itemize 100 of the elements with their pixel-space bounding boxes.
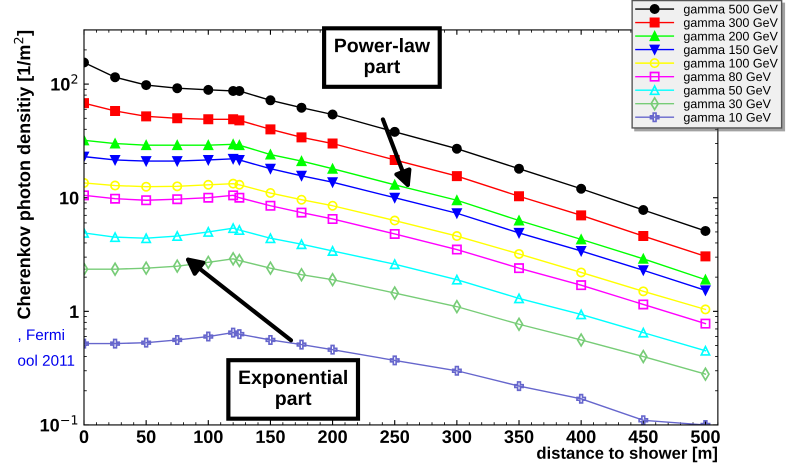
- point: [638, 328, 648, 338]
- point: [576, 210, 586, 220]
- annotation: Exponential part: [239, 370, 347, 409]
- point: [110, 72, 120, 82]
- point: [576, 234, 586, 244]
- point: [638, 204, 648, 215]
- point: [390, 192, 400, 203]
- legend-label: gamma 300 GeV: [684, 18, 778, 30]
- point: [141, 111, 152, 122]
- point: [390, 180, 400, 190]
- point: [265, 95, 276, 106]
- point: [328, 110, 338, 120]
- point: [452, 231, 462, 242]
- point: [141, 140, 152, 150]
- point: [265, 150, 276, 160]
- point: [203, 154, 214, 165]
- point: [576, 280, 586, 290]
- point: [172, 181, 182, 192]
- point: [110, 154, 120, 165]
- point: [452, 208, 462, 218]
- legend-label: gamma 150 GeV: [684, 45, 778, 57]
- point: [514, 381, 524, 392]
- point: [576, 394, 586, 404]
- point: [203, 84, 214, 95]
- point: [265, 334, 276, 345]
- point: [141, 182, 152, 192]
- point: [390, 355, 400, 366]
- point: [296, 239, 307, 250]
- point: [638, 286, 648, 296]
- point: [328, 214, 338, 224]
- point: [296, 340, 307, 350]
- point: [203, 192, 214, 203]
- point: [141, 338, 152, 348]
- point: [296, 102, 307, 113]
- x-tick-label: 200: [318, 430, 347, 444]
- point: [203, 140, 214, 150]
- point: [700, 318, 710, 329]
- legend-label: gamma 80 GeV: [684, 72, 771, 84]
- point: [110, 138, 120, 149]
- point: [700, 274, 710, 285]
- point: [172, 334, 182, 345]
- point: [514, 293, 524, 304]
- point: [452, 274, 462, 285]
- y-tick-label: 10: [60, 192, 78, 204]
- point: [514, 191, 524, 202]
- point: [110, 338, 120, 349]
- point: [172, 83, 182, 94]
- point: [203, 226, 214, 237]
- point: [141, 156, 152, 166]
- point: [328, 164, 338, 174]
- point: [110, 106, 120, 116]
- point: [228, 223, 238, 234]
- point: [141, 233, 152, 244]
- x-tick-label: 300: [442, 430, 472, 444]
- x-tick-label: 500: [690, 430, 720, 444]
- point: [328, 344, 338, 355]
- point: [452, 244, 462, 255]
- legend-label: gamma 10 GeV: [684, 112, 771, 124]
- x-tick-label: 150: [256, 430, 285, 444]
- y-axis-title: Cherenkov photon densitiy [1/m$^{2}$]: [14, 30, 34, 319]
- point: [576, 267, 586, 278]
- point: [203, 114, 214, 124]
- legend-label: gamma 200 GeV: [684, 32, 778, 44]
- point: [328, 200, 338, 211]
- point: [141, 80, 152, 90]
- point: [638, 265, 648, 276]
- legend-label: gamma 30 GeV: [684, 99, 771, 111]
- legend-label: gamma 50 GeV: [684, 86, 771, 98]
- point: [452, 195, 462, 206]
- x-axis-title: distance to shower [m]: [537, 446, 717, 462]
- x-tick-label: 450: [628, 430, 658, 444]
- legend-label: gamma 500 GeV: [684, 4, 778, 16]
- point: [234, 115, 244, 126]
- point: [700, 251, 710, 262]
- point: [296, 170, 307, 181]
- point: [234, 140, 244, 150]
- point: [172, 140, 182, 150]
- point: [265, 164, 276, 174]
- point: [110, 232, 120, 242]
- x-tick-label: 250: [380, 430, 410, 444]
- point: [234, 192, 244, 203]
- point: [576, 309, 586, 320]
- point: [265, 200, 276, 211]
- point: [172, 113, 182, 124]
- annotation: Power-law part: [335, 38, 430, 78]
- point: [700, 304, 710, 314]
- point: [700, 226, 710, 236]
- point: [110, 194, 120, 204]
- x-tick-label: 400: [566, 430, 596, 444]
- point: [296, 156, 307, 166]
- point: [700, 285, 710, 296]
- point: [265, 233, 276, 244]
- point: [452, 144, 462, 154]
- text: , Fermi: [18, 328, 64, 342]
- point: [203, 332, 214, 342]
- point: [328, 246, 338, 256]
- x-tick-label: 0: [80, 430, 88, 444]
- point: [638, 299, 648, 310]
- point: [234, 224, 244, 235]
- point: [172, 156, 182, 166]
